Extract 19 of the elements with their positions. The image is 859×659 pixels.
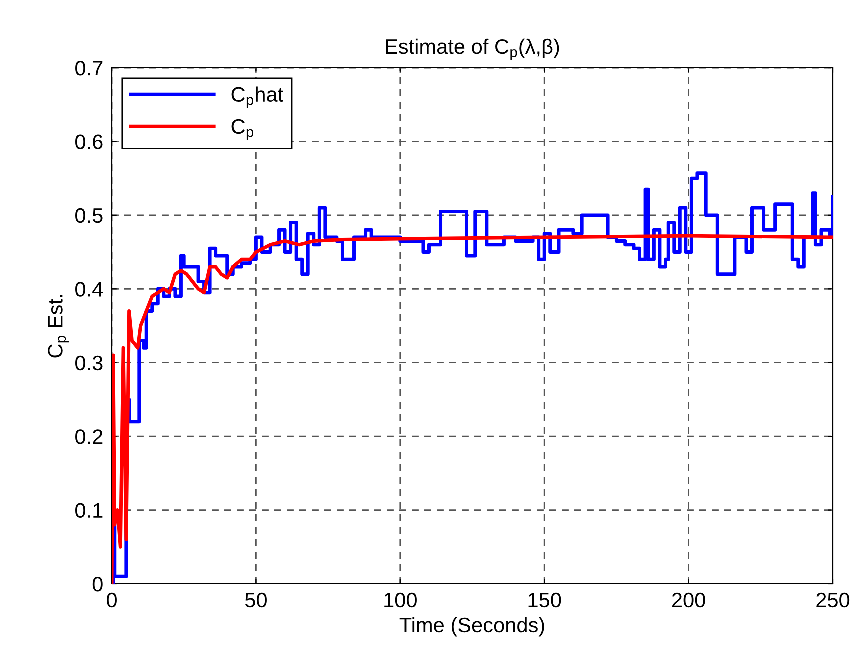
legend-label: C$_{p}$ (232, 119, 254, 140)
y-tick-label: 0.2 (76, 430, 103, 444)
x-tick-label: 100 (384, 592, 417, 608)
x-tick-label: 150 (528, 592, 562, 608)
legend-label: C$_{p}$hat (232, 86, 284, 108)
y-tick-label: 0 (92, 577, 103, 592)
y-tick-label: 0.3 (76, 356, 103, 371)
x-tick-label: 0 (107, 592, 117, 608)
y-tick-label: 0.7 (76, 61, 103, 76)
y-tick-label: 0.5 (76, 208, 103, 224)
x-tick-label: 50 (245, 592, 267, 608)
chart-title: Estimate of C$_{p}$(λ,β) (386, 38, 560, 60)
y-tick-label: 0.1 (76, 503, 103, 518)
y-tick-label: 0.6 (76, 134, 103, 150)
y-axis-title: C$_{p}$ Est. (48, 295, 69, 358)
x-axis-title: Time (Seconds) (400, 617, 544, 637)
y-tick-label: 0.4 (76, 282, 104, 297)
x-tick-label: 250 (816, 592, 850, 608)
x-tick-label: 200 (672, 592, 706, 608)
